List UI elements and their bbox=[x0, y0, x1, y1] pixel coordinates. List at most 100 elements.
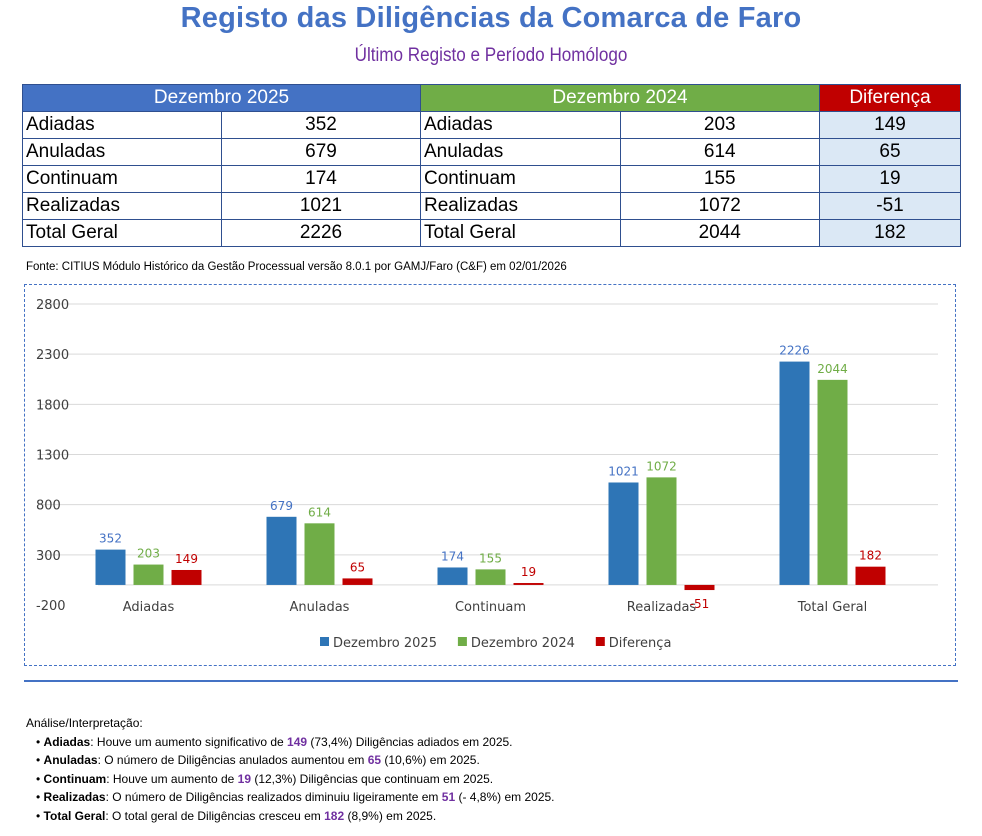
x-tick-label: Adiadas bbox=[123, 600, 175, 615]
data-label: 1072 bbox=[646, 459, 677, 473]
item-title: Total Geral bbox=[43, 808, 106, 823]
x-tick-label: Realizadas bbox=[627, 600, 697, 615]
item-text-end: (12,3%) Diligências que continuam em 202… bbox=[251, 771, 494, 786]
row-label-2024: Total Geral bbox=[420, 219, 621, 247]
data-label: -51 bbox=[690, 597, 710, 611]
item-number: 51 bbox=[441, 790, 456, 804]
item-text: : Houve um aumento significativo de bbox=[90, 734, 288, 749]
value-diff: 182 bbox=[819, 219, 961, 247]
bar-dezembro-2024 bbox=[646, 477, 677, 585]
analysis-item: Continuam: Houve um aumento de 19 (12,3%… bbox=[36, 770, 555, 789]
y-tick-label: 800 bbox=[36, 499, 61, 514]
data-label: 155 bbox=[479, 551, 502, 565]
source-note: Fonte: CITIUS Módulo Histórico da Gestão… bbox=[26, 261, 567, 273]
legend-swatch bbox=[457, 637, 467, 646]
y-tick-label: 2800 bbox=[36, 298, 69, 313]
value-diff: 65 bbox=[819, 138, 961, 166]
item-text-end: (73,4%) Diligências adiados em 2025. bbox=[307, 734, 513, 749]
item-title: Continuam bbox=[43, 771, 107, 786]
data-label: 352 bbox=[99, 532, 122, 546]
item-title: Adiadas bbox=[43, 734, 91, 749]
page-title: Registo das Diligências da Comarca de Fa… bbox=[180, 2, 802, 34]
legend-label: Dezembro 2024 bbox=[471, 636, 575, 651]
y-tick-label: -200 bbox=[36, 599, 66, 614]
data-label: 149 bbox=[175, 552, 198, 566]
header-2025: Dezembro 2025 bbox=[22, 84, 421, 112]
y-tick-label: 2300 bbox=[36, 348, 69, 363]
data-label: 182 bbox=[859, 549, 882, 563]
data-label: 19 bbox=[521, 565, 536, 579]
value-2025: 679 bbox=[221, 138, 421, 166]
chart-container bbox=[24, 284, 956, 666]
row-label-2025: Total Geral bbox=[22, 219, 222, 247]
data-label: 614 bbox=[308, 505, 331, 519]
data-label: 679 bbox=[270, 499, 293, 513]
analysis-heading: Análise/Interpretação: bbox=[26, 716, 143, 730]
item-number: 182 bbox=[324, 808, 345, 823]
bar-dezembro-2025 bbox=[779, 361, 810, 585]
bar-diferença bbox=[855, 566, 886, 585]
legend-swatch bbox=[320, 637, 329, 646]
item-title: Realizadas bbox=[43, 790, 106, 804]
table-row: Total Geral 2226 Total Geral 2044 182 bbox=[22, 219, 961, 247]
data-label: 2226 bbox=[779, 344, 810, 358]
bar-dezembro-2024 bbox=[817, 379, 848, 585]
data-label: 1021 bbox=[608, 464, 639, 478]
y-tick-label: 300 bbox=[36, 549, 61, 564]
analysis-item: Total Geral: O total geral de Diligência… bbox=[36, 807, 555, 826]
value-diff: 149 bbox=[819, 111, 961, 139]
item-text-end: (8,9%) em 2025. bbox=[344, 808, 437, 823]
bar-diferença bbox=[171, 569, 202, 585]
bar-dezembro-2025 bbox=[95, 549, 126, 585]
x-tick-label: Continuam bbox=[455, 600, 526, 615]
legend-label: Dezembro 2025 bbox=[333, 636, 437, 651]
bar-diferença bbox=[513, 583, 544, 585]
row-label-2025: Continuam bbox=[22, 165, 222, 193]
x-tick-label: Anuladas bbox=[290, 600, 350, 615]
bar-diferença bbox=[684, 584, 715, 591]
item-text-end: (- 4,8%) em 2025. bbox=[455, 790, 555, 804]
value-2024: 2044 bbox=[619, 219, 820, 247]
data-label: 174 bbox=[441, 549, 464, 563]
y-tick-label: 1800 bbox=[36, 398, 69, 413]
analysis-section: Análise/Interpretação: Adiadas: Houve um… bbox=[26, 714, 555, 825]
item-text: : O número de Diligências realizados dim… bbox=[105, 790, 442, 804]
value-2025: 1021 bbox=[221, 192, 421, 220]
value-diff: 19 bbox=[819, 165, 961, 193]
row-label-2025: Anuladas bbox=[22, 138, 222, 166]
data-label: 65 bbox=[350, 560, 365, 574]
y-tick-label: 1300 bbox=[36, 449, 69, 464]
bar-chart: -200 300 800 1300 1800 2300 2800 Adiadas 352 203 1… bbox=[36, 298, 938, 651]
bar-dezembro-2024 bbox=[304, 523, 335, 585]
page-subtitle: Último Registo e Período Homólogo bbox=[354, 45, 628, 66]
item-text: : Houve um aumento de bbox=[106, 771, 238, 786]
bar-dezembro-2024 bbox=[133, 564, 164, 585]
bar-diferença bbox=[342, 578, 373, 585]
analysis-item: Anuladas: O número de Diligências anulad… bbox=[36, 751, 555, 770]
row-label-2024: Continuam bbox=[420, 165, 621, 193]
bar-dezembro-2025 bbox=[437, 567, 468, 585]
value-2025: 352 bbox=[221, 111, 421, 139]
bar-dezembro-2024 bbox=[475, 569, 506, 585]
analysis-item: Realizadas: O número de Diligências real… bbox=[36, 788, 555, 807]
value-2025: 2226 bbox=[221, 219, 421, 247]
row-label-2024: Adiadas bbox=[420, 111, 621, 139]
value-2024: 155 bbox=[619, 165, 820, 193]
legend-label: Diferença bbox=[609, 636, 672, 651]
header-diff: Diferença bbox=[819, 84, 961, 112]
bar-dezembro-2025 bbox=[266, 516, 297, 585]
data-label: 203 bbox=[137, 547, 160, 561]
bar-dezembro-2025 bbox=[608, 482, 639, 585]
item-text: : O total geral de Diligências cresceu e… bbox=[105, 808, 325, 823]
item-text: : O número de Diligências anulados aumen… bbox=[97, 753, 368, 767]
summary-table: Dezembro 2025 Dezembro 2024 Diferença Ad… bbox=[22, 84, 961, 247]
item-number: 149 bbox=[287, 734, 308, 749]
analysis-item: Adiadas: Houve um aumento significativo … bbox=[36, 733, 555, 752]
x-tick-label: Total Geral bbox=[797, 600, 868, 615]
data-label: 2044 bbox=[817, 362, 848, 376]
item-text-end: (10,6%) em 2025. bbox=[381, 753, 480, 767]
row-label-2024: Anuladas bbox=[420, 138, 621, 166]
value-2024: 1072 bbox=[619, 192, 820, 220]
legend-swatch bbox=[595, 637, 605, 646]
item-title: Anuladas bbox=[43, 753, 98, 767]
